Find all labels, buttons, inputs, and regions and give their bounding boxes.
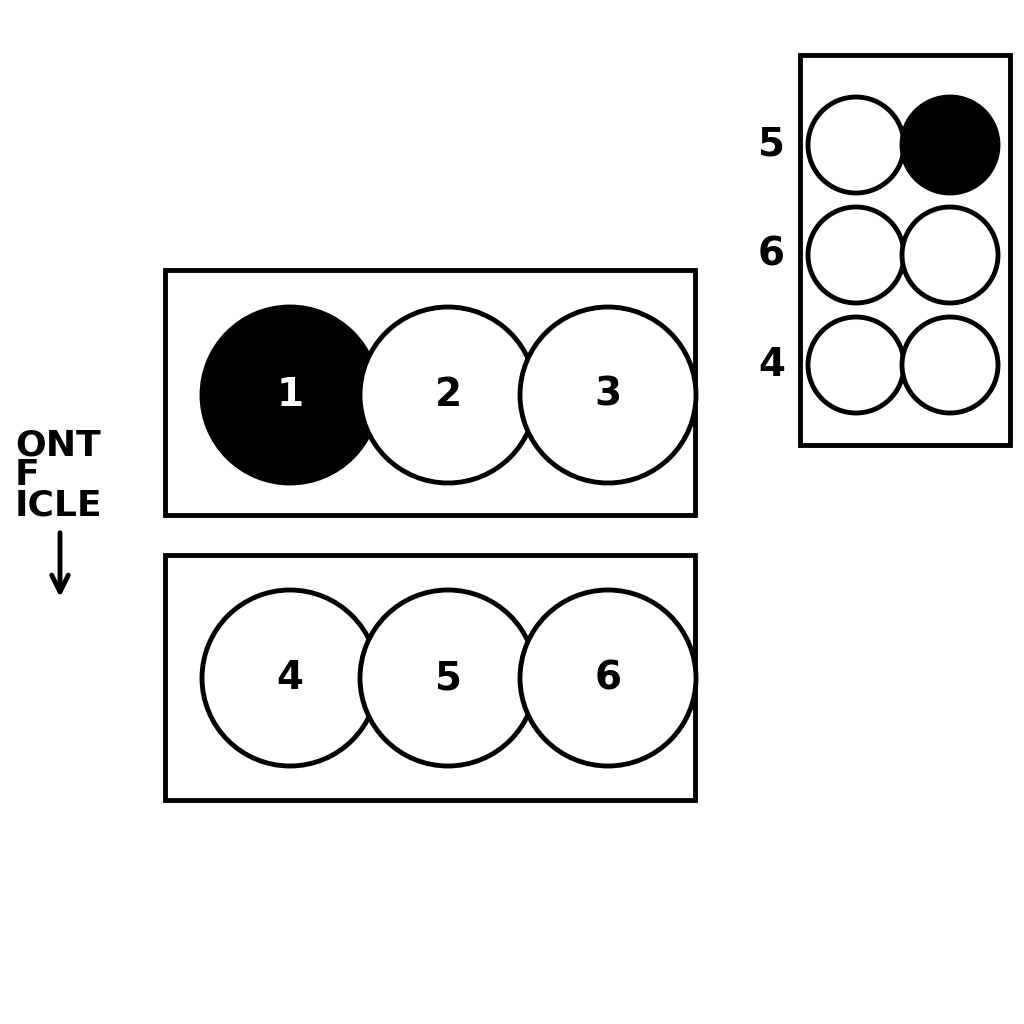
Circle shape: [808, 317, 904, 413]
Text: 4: 4: [276, 659, 303, 697]
Circle shape: [808, 97, 904, 193]
Text: F: F: [15, 458, 40, 492]
Text: 3: 3: [595, 376, 622, 414]
Text: 1: 1: [276, 376, 303, 414]
Circle shape: [520, 307, 696, 483]
Circle shape: [902, 317, 998, 413]
Bar: [800, 55, 1010, 445]
Circle shape: [202, 590, 378, 766]
Text: 6: 6: [758, 236, 785, 274]
Circle shape: [902, 207, 998, 303]
Text: ONT: ONT: [15, 428, 100, 462]
Text: 5: 5: [434, 659, 462, 697]
Circle shape: [202, 307, 378, 483]
Circle shape: [520, 590, 696, 766]
Text: ICLE: ICLE: [15, 488, 102, 522]
Text: 6: 6: [595, 659, 622, 697]
Circle shape: [360, 590, 536, 766]
Bar: [165, 555, 695, 800]
Text: 5: 5: [758, 126, 785, 164]
Bar: [165, 270, 695, 515]
Text: 2: 2: [434, 376, 462, 414]
Circle shape: [808, 207, 904, 303]
Circle shape: [360, 307, 536, 483]
Circle shape: [902, 97, 998, 193]
Text: 4: 4: [758, 346, 785, 384]
